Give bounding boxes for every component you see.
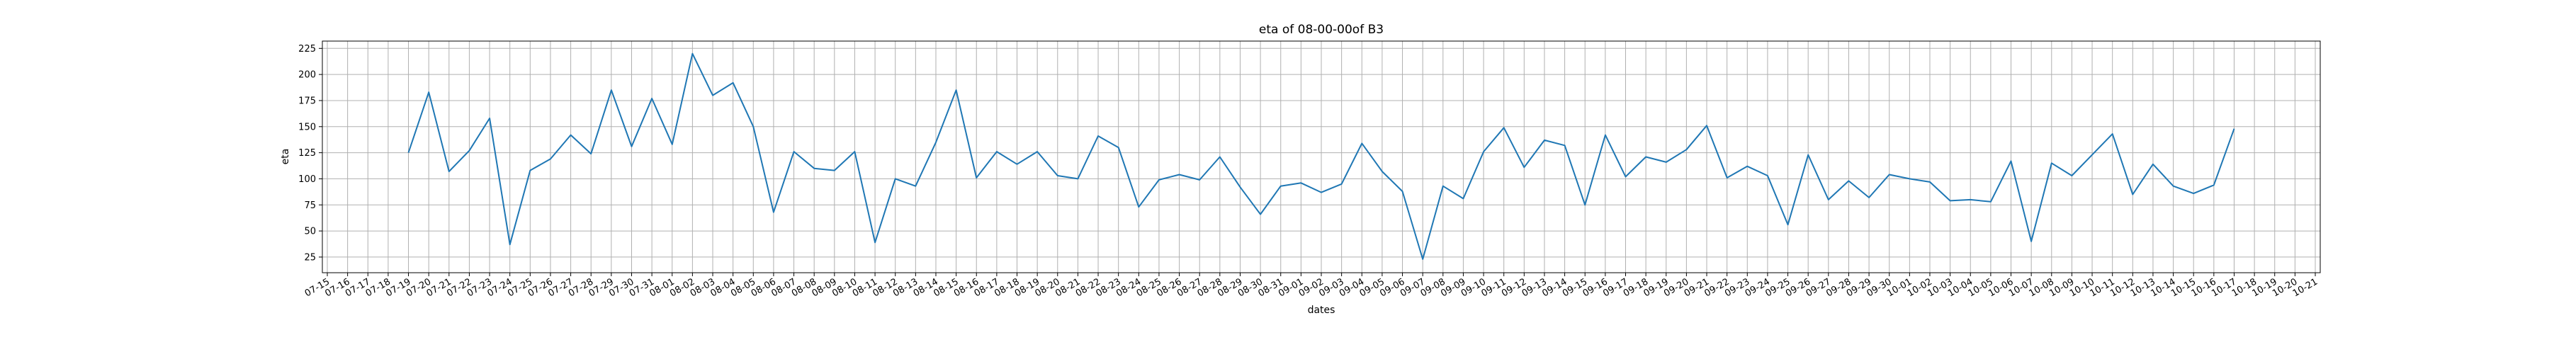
y-tick-label: 150 [298, 122, 316, 132]
x-axis-title: dates [1308, 305, 1335, 316]
y-axis-ticks: 25 50 75 100 125 150 175 200 225 [298, 44, 322, 263]
chart-title: eta of 08-00-00of B3 [1259, 23, 1384, 37]
eta-series-line [407, 52, 2235, 260]
y-tick-label: 200 [298, 70, 316, 81]
y-tick-label: 175 [298, 96, 316, 106]
plot-frame [322, 40, 2321, 273]
x-axis-ticks: 07-1507-1607-1707-1807-1907-2007-2107-22… [303, 273, 2320, 299]
y-tick-label: 25 [304, 252, 316, 263]
grid-lines [322, 41, 2320, 273]
y-tick-label: 125 [298, 148, 316, 159]
y-axis-title: eta [280, 149, 291, 165]
y-tick-label: 225 [298, 44, 316, 55]
y-tick-label: 100 [298, 174, 316, 185]
y-tick-label: 75 [304, 200, 316, 211]
y-tick-label: 50 [304, 227, 316, 237]
